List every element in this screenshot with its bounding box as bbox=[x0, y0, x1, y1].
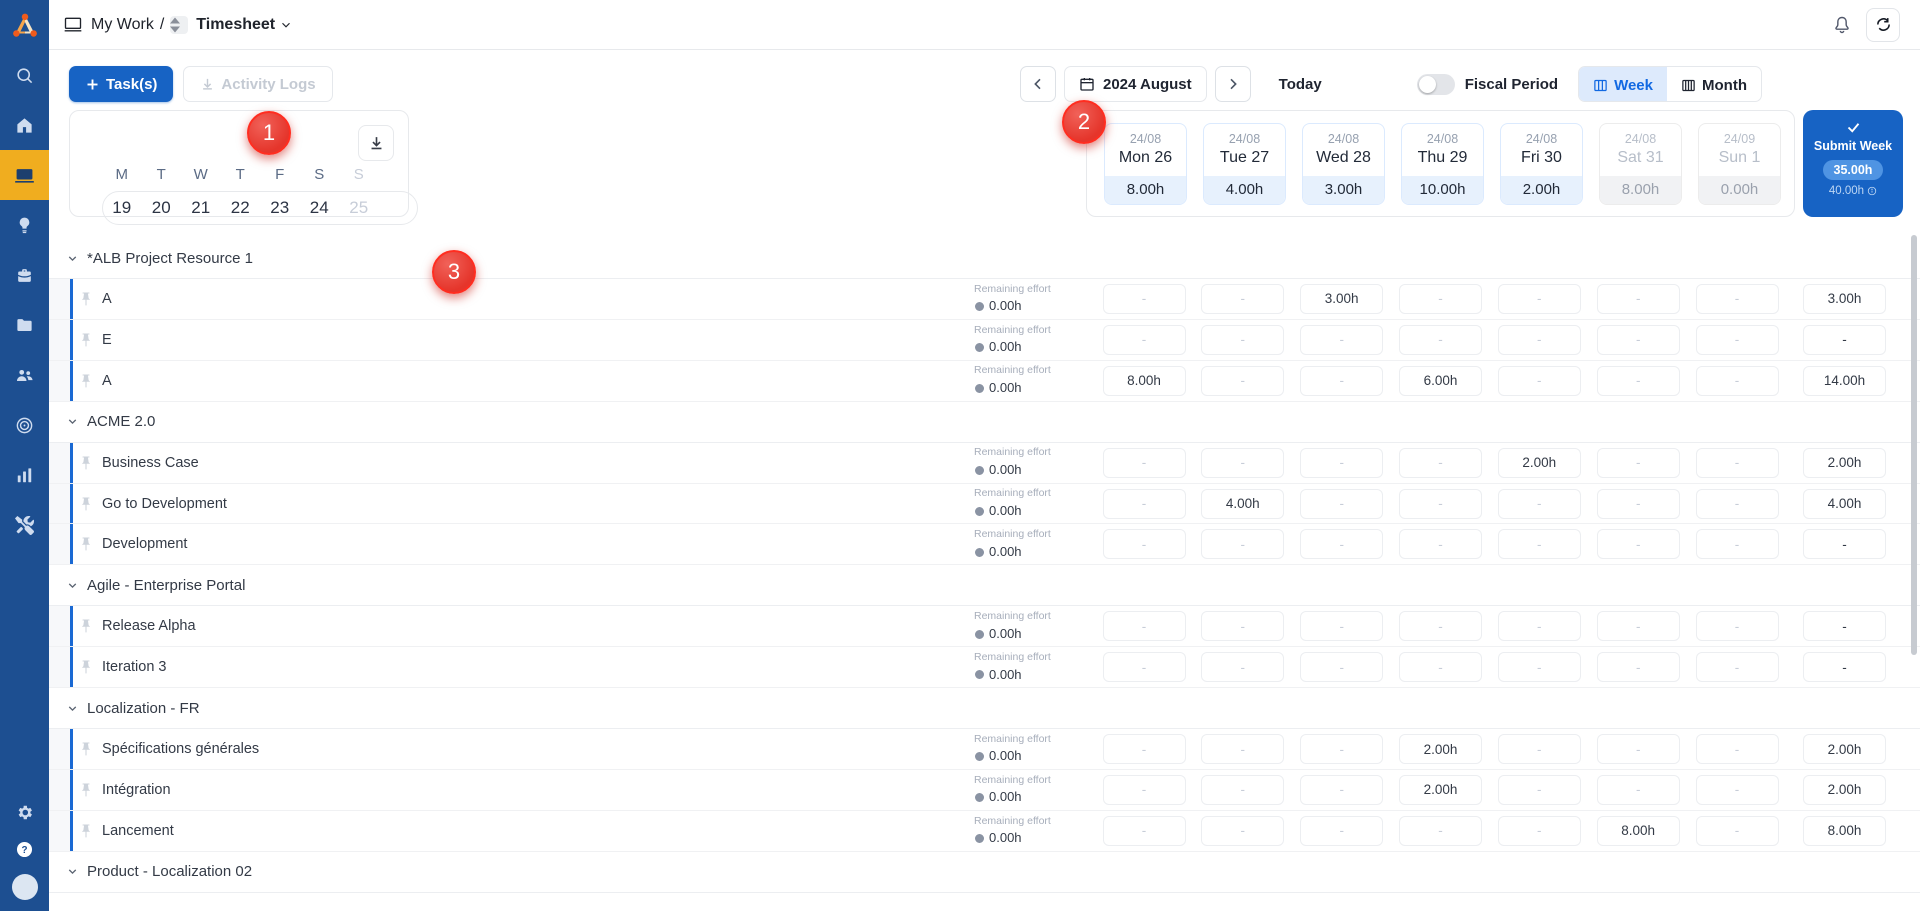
svg-text:?: ? bbox=[21, 845, 27, 856]
